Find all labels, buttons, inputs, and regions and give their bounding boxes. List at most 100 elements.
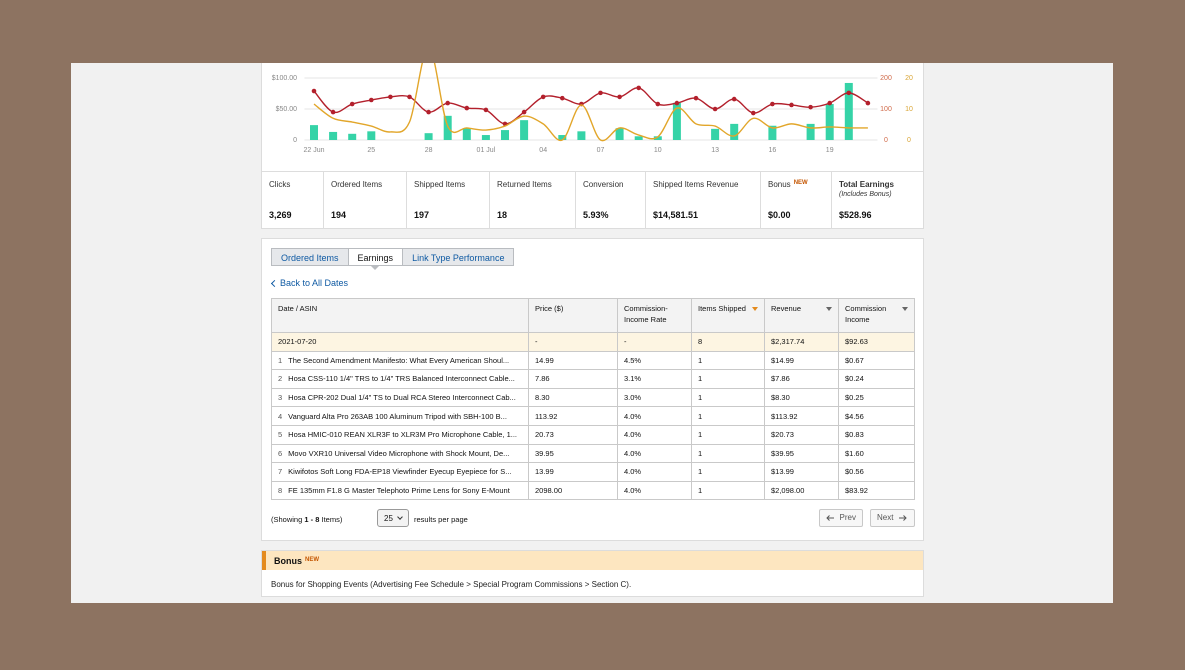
table-row: 5 Hosa HMIC-010 REAN XLR3F to XLR3M Pro M… [271, 424, 915, 445]
cell: 1 [691, 406, 765, 426]
bar [310, 125, 318, 140]
cell: 8.30 [528, 387, 618, 408]
y2ticks-label: 200 [880, 75, 892, 82]
cell: 4.0% [617, 480, 692, 501]
table-row: 7 Kiwifotos Soft Long FDA-EP18 Viewfinder… [271, 462, 915, 482]
bonus-title: Bonus [274, 556, 302, 566]
line-marker [349, 101, 355, 107]
row-number: 1 [278, 355, 283, 365]
summary-label: Bonus [768, 180, 791, 189]
summary-label: Conversion [583, 180, 624, 189]
x-tick-label: 28 [425, 147, 433, 154]
column-label: Revenue [771, 304, 802, 313]
cell: 1 [691, 443, 765, 464]
cell: 7 Kiwifotos Soft Long FDA-EP18 Viewfinder… [271, 462, 529, 482]
summary-label: Shipped Items [414, 180, 466, 189]
cell: 1 The Second Amendment Manifesto: What Ev… [271, 350, 529, 371]
cell: 113.92 [528, 406, 618, 426]
bar [844, 82, 853, 140]
product-title: Kiwifotos Soft Long FDA-EP18 Viewfinder … [288, 467, 512, 477]
showing-range: 1 - 8 [304, 515, 320, 524]
tab[interactable]: Link Type Performance [402, 248, 515, 266]
line-marker [731, 96, 737, 102]
summary-label: Returned Items [497, 180, 552, 189]
line-marker [464, 105, 470, 111]
product-title: Vanguard Alta Pro 263AB 100 Aluminum Tri… [288, 411, 507, 421]
line-marker [540, 94, 546, 100]
bar [367, 131, 376, 140]
chart: 0 $50.00 $100.00 0 100 200 0 10 20 22 Jun 25 28 01 J… [272, 63, 913, 154]
cell: 5 Hosa HMIC-010 REAN XLR3F to XLR3M Pro M… [271, 424, 529, 445]
summary-cell: Shipped Items Revenue $14,581.51 [646, 172, 761, 229]
cell: $83.92 [838, 480, 915, 501]
line-marker [770, 101, 775, 107]
tab[interactable]: Earnings [347, 248, 404, 270]
line-marker [827, 100, 832, 106]
bar [825, 104, 834, 140]
cell: 13.99 [528, 462, 618, 482]
x-tick-label: 16 [769, 147, 777, 154]
cell: $2,317.74 [764, 332, 839, 352]
table-row: 1 The Second Amendment Manifesto: What Ev… [271, 350, 915, 371]
line-marker [751, 110, 756, 116]
cell: 4.0% [617, 443, 692, 464]
bar [424, 133, 433, 140]
line-marker [407, 94, 412, 100]
y3ticks-label: 10 [905, 106, 913, 113]
summary-label: Ordered Items [331, 180, 383, 189]
bar [768, 125, 777, 140]
cell: 4.0% [617, 462, 692, 482]
bar [462, 128, 471, 140]
cell: 1 [691, 480, 765, 501]
earnings-card: Ordered Items Earnings Link Type Performan… [261, 238, 924, 541]
arrow-right [899, 515, 908, 521]
tab[interactable]: Ordered Items [271, 248, 349, 266]
cell: 8 FE 135mm F1.8 G Master Telephoto Prime … [271, 480, 529, 501]
prev-label: Prev [839, 513, 856, 522]
line-marker [693, 95, 699, 101]
row-number: 7 [278, 467, 283, 477]
summary-value: $528.96 [839, 210, 872, 220]
cell: $1.60 [838, 443, 915, 464]
next-label: Next [877, 513, 894, 522]
product-title: Hosa CSS-110 1/4" TRS to 1/4" TRS Balanc… [288, 374, 515, 384]
bar [348, 133, 357, 140]
line-marker [865, 100, 871, 106]
cell: - [528, 332, 618, 352]
bar [443, 115, 452, 140]
sort-icon [752, 307, 758, 311]
bar [577, 131, 586, 140]
cell: $0.56 [838, 462, 915, 482]
next-button[interactable]: Next [870, 509, 915, 527]
per-page-label: results per page [414, 515, 468, 524]
page-size-select[interactable]: 25 [377, 509, 409, 527]
back-link[interactable]: Back to All Dates [271, 278, 348, 288]
bar [615, 128, 624, 140]
summary-row: Clicks 3,269 Ordered Items 194 Shipped Items… [262, 171, 923, 229]
bar [672, 102, 681, 140]
y3ticks-label: 20 [905, 75, 913, 82]
summary-value: $0.00 [768, 210, 791, 220]
cell: 2021-07-20 [271, 332, 529, 352]
line-marker [330, 109, 336, 115]
summary-cell: Bonus NEW $0.00 [761, 172, 832, 229]
summary-value: 194 [331, 210, 347, 220]
column-label: Date / ASIN [278, 304, 318, 313]
bonus-card: Bonus NEW Bonus for Shopping Events (Adve… [261, 550, 924, 597]
cell: 8 [691, 332, 765, 352]
line-marker [598, 90, 603, 96]
product-title: Hosa CPR-202 Dual 1/4" TS to Dual RCA St… [288, 393, 516, 403]
table-row: 8 FE 135mm F1.8 G Master Telephoto Prime … [271, 480, 915, 501]
cell: 4 Vanguard Alta Pro 263AB 100 Aluminum Tr… [271, 406, 529, 426]
column-header: Date / ASIN [271, 298, 529, 333]
x-tick-label: 01 Jul [477, 147, 496, 154]
sort-icon [826, 307, 832, 311]
cell: $92.63 [838, 332, 915, 352]
yticks-label: 0 [293, 137, 297, 144]
product-title: Hosa HMIC-010 REAN XLR3F to XLR3M Pro Mi… [288, 430, 518, 440]
cell: $20.73 [764, 424, 839, 445]
table-row: 4 Vanguard Alta Pro 263AB 100 Aluminum Tr… [271, 406, 915, 426]
prev-button[interactable]: Prev [819, 509, 863, 527]
x-tick-label: 25 [367, 147, 375, 154]
cell: 2098.00 [528, 480, 618, 501]
